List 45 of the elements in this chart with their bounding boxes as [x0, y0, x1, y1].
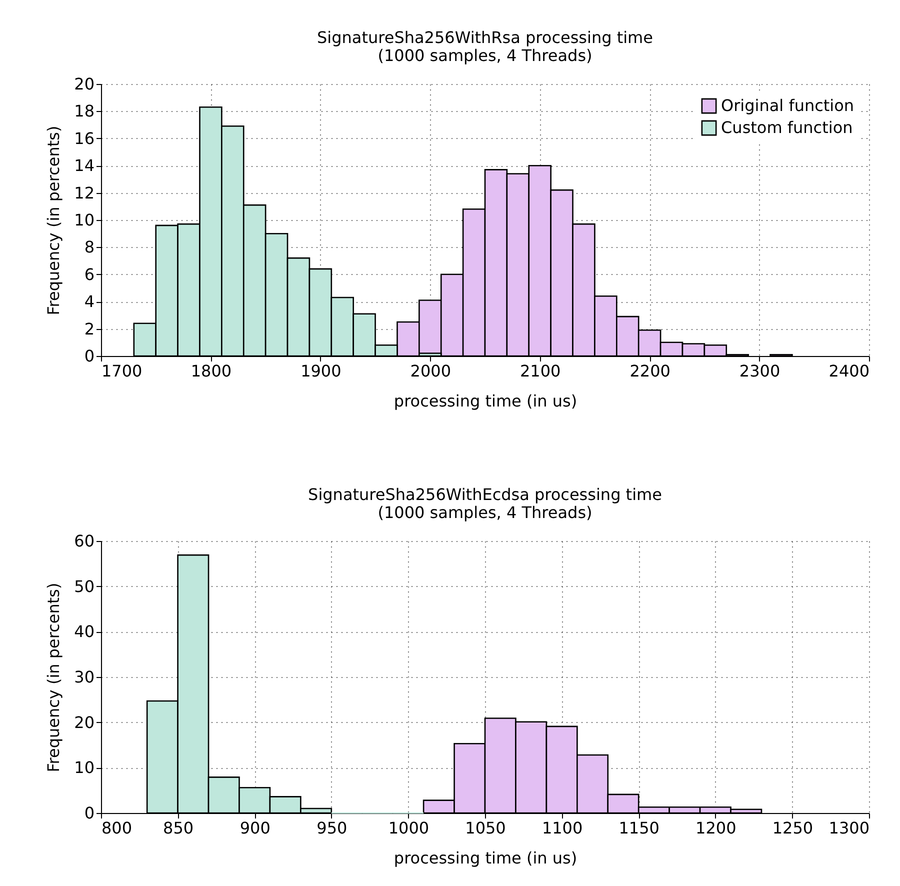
- y-axis-title: Frequency (in percents): [44, 582, 64, 772]
- x-tick-label: 1250: [772, 818, 814, 838]
- x-axis-title: processing time (in us): [394, 392, 578, 410]
- x-tick-label: 2100: [520, 362, 561, 380]
- y-tick-label: 30: [74, 668, 94, 686]
- y-tick-label: 20: [74, 712, 94, 732]
- y-tick-label: 20: [74, 74, 94, 94]
- x-tick-label: 1800: [190, 362, 232, 380]
- x-tick-label: 1900: [300, 362, 342, 380]
- x-tick-label: 850: [163, 818, 194, 838]
- y-tick-label: 16: [74, 128, 94, 148]
- x-tick-label: 1000: [388, 818, 430, 838]
- y-tick-label: 4: [84, 292, 94, 312]
- x-tick-label: 1050: [465, 818, 506, 838]
- y-axis-title: Frequency (in percents): [44, 126, 64, 316]
- x-tick-label: 2400: [828, 362, 870, 380]
- y-tick-label: 14: [74, 156, 94, 176]
- x-tick-label: 950: [316, 818, 348, 838]
- x-tick-label: 1100: [542, 818, 583, 838]
- x-tick-label: 1300: [828, 818, 870, 838]
- x-tick-label: 1150: [618, 818, 660, 838]
- chart-title: SignatureSha256WithRsa processing time (1000 samples, 4 Threads): [317, 28, 653, 65]
- x-tick-label: 1700: [102, 362, 142, 380]
- y-tick-label: 6: [84, 264, 94, 284]
- y-tick-label: 2: [84, 319, 94, 338]
- chart-title: SignatureSha256WithEcdsa processing time (1000 samples, 4 Threads): [308, 485, 662, 522]
- y-tick-label: 0: [84, 346, 94, 366]
- y-tick-label: 50: [74, 576, 94, 596]
- y-tick-label: 0: [84, 804, 94, 822]
- x-tick-label: 800: [102, 818, 132, 838]
- x-axis-title: processing time (in us): [394, 848, 578, 868]
- x-tick-label: 2300: [739, 362, 780, 380]
- legend-label: Original function: [721, 96, 854, 115]
- y-tick-label: 60: [74, 532, 94, 550]
- y-tick-label: 40: [74, 622, 94, 642]
- x-tick-label: 2200: [630, 362, 670, 380]
- x-tick-label: 2000: [410, 362, 451, 380]
- x-tick-label: 1200: [696, 818, 736, 838]
- y-tick-label: 10: [74, 210, 94, 230]
- y-tick-label: 18: [74, 102, 94, 121]
- x-tick-label: 900: [240, 818, 270, 838]
- legend-label: Custom function: [721, 118, 853, 137]
- y-tick-label: 8: [84, 238, 94, 257]
- y-tick-label: 10: [74, 758, 94, 778]
- y-tick-label: 12: [74, 183, 94, 202]
